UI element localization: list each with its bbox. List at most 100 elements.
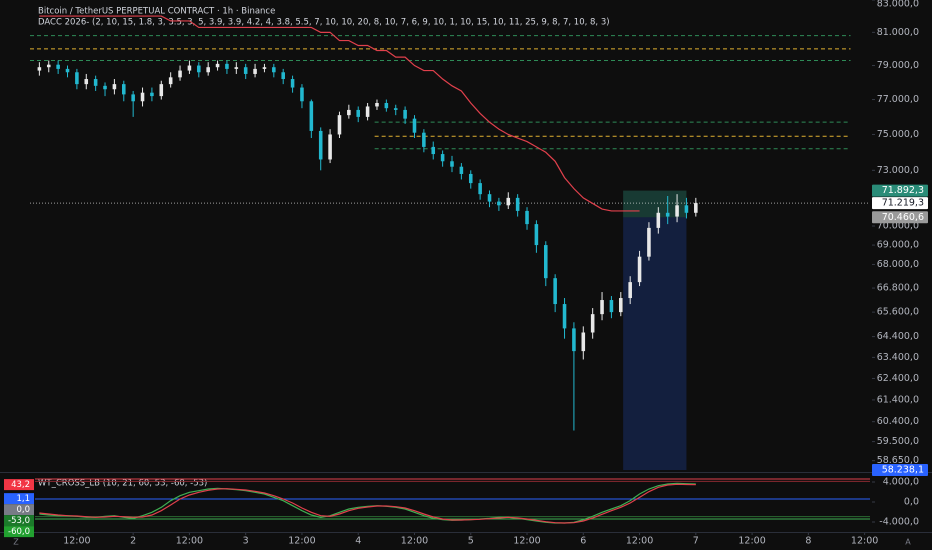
price-tag <box>872 184 928 197</box>
x-tick-label: 12:00 <box>513 536 540 547</box>
candle-body <box>243 67 248 74</box>
x-tick-label: 8 <box>805 536 811 547</box>
x-tick-label: 2 <box>130 536 136 547</box>
candle-body <box>215 63 220 68</box>
candle-body <box>272 67 276 73</box>
candle-body <box>637 256 642 283</box>
candle-body <box>328 134 332 160</box>
indicator-tag-label: 0,0 <box>16 505 30 515</box>
candle-body <box>290 79 295 88</box>
y-tick-label: 68.000,0 <box>877 259 919 270</box>
icon-left[interactable]: Z <box>13 538 19 547</box>
candle-body <box>562 304 567 329</box>
candle-body <box>46 64 51 68</box>
candle-body <box>150 92 154 97</box>
candle-body <box>262 67 267 69</box>
indicator-params: DACC 2026- (2, 10, 15, 1.8, 3, 3.5, 3, 5… <box>38 18 610 28</box>
x-tick-label: 7 <box>693 536 699 547</box>
y-tick-label: 59.500,0 <box>877 436 919 447</box>
oscillator-line <box>39 483 696 524</box>
stop-zone <box>623 217 687 471</box>
candle-body <box>647 227 651 257</box>
candle-body <box>422 132 426 147</box>
x-tick-label: 12:00 <box>63 536 90 547</box>
candle-body <box>393 108 398 110</box>
y-tick-label: 83.000,0 <box>877 0 919 10</box>
y-tick-label: 61.400,0 <box>877 394 919 405</box>
candle-body <box>609 300 614 313</box>
candle-body <box>619 298 623 313</box>
candle-body <box>543 245 548 279</box>
candle-body <box>468 173 473 184</box>
candle-body <box>656 212 661 228</box>
oscillator-line <box>39 482 696 524</box>
y-tick-label: 69.000,0 <box>877 240 919 251</box>
candle-body <box>187 65 192 71</box>
price-tag <box>872 197 928 210</box>
candle-body <box>478 183 482 195</box>
candle-body <box>450 161 454 167</box>
y2-tick-label: 4.000,0 <box>883 477 919 488</box>
candle-body <box>65 68 70 73</box>
price-tag <box>872 211 928 224</box>
price-tag-label: 71.219,3 <box>882 198 924 209</box>
indicator-tag <box>4 526 34 538</box>
indicator-tag <box>4 515 34 527</box>
candle-body <box>197 65 201 73</box>
candle-body <box>684 205 689 213</box>
candle-body <box>534 224 539 246</box>
y-tick-label: 77.000,0 <box>877 94 919 105</box>
candle-body <box>37 67 42 71</box>
candle-body <box>121 84 126 95</box>
candle-body <box>365 106 370 117</box>
indicator-tag-label: -53,0 <box>8 516 30 526</box>
candle-body <box>75 72 79 85</box>
candle-body <box>281 72 285 80</box>
candle-body <box>131 94 135 102</box>
y2-tick-label: -4.000,0 <box>879 517 919 528</box>
candle-body <box>93 79 98 86</box>
y-tick-label: 79.000,0 <box>877 60 919 71</box>
indicator-title: WT_CROSS_LB (10, 21, 60, 53, -60, -53) <box>38 479 207 489</box>
y-tick-label: 62.400,0 <box>877 373 919 384</box>
candle-body <box>431 146 436 155</box>
candle-body <box>375 102 379 107</box>
x-tick-label: 5 <box>468 536 474 547</box>
y-tick-label: 81.000,0 <box>877 27 919 38</box>
candle-body <box>318 130 323 160</box>
x-tick-label: 4 <box>355 536 361 547</box>
candle-body <box>253 68 257 74</box>
x-tick-label: 12:00 <box>401 536 428 547</box>
candle-body <box>525 210 529 225</box>
y-tick-label: 70.000,0 <box>877 220 919 231</box>
candle-body <box>600 300 604 315</box>
candle-body <box>178 70 182 78</box>
icon-right[interactable]: A <box>905 538 911 547</box>
price-tag-label: 70.460,6 <box>882 212 924 223</box>
indicator-tag <box>4 504 34 516</box>
candle-body <box>412 118 417 133</box>
candle-body <box>309 101 314 131</box>
candle-body <box>140 92 145 102</box>
candle-body <box>300 87 304 102</box>
candle-body <box>459 166 464 174</box>
indicator-tag-label: -60,0 <box>8 527 30 537</box>
x-tick-label: 3 <box>243 536 249 547</box>
candle-body <box>506 197 511 206</box>
candle-body <box>665 212 670 217</box>
y-tick-label: 75.000,0 <box>877 129 919 140</box>
price-tag <box>872 464 928 477</box>
candle-body <box>356 109 361 117</box>
x-tick-label: 12:00 <box>176 536 203 547</box>
x-tick-label: 12:00 <box>851 536 878 547</box>
x-tick-label: 12:00 <box>288 536 315 547</box>
indicator-tag-label: 1,1 <box>16 494 30 504</box>
candle-body <box>440 154 445 162</box>
candle-body <box>515 197 520 211</box>
x-tick-label: 12:00 <box>626 536 653 547</box>
candle-body <box>628 282 632 299</box>
y-tick-label: 60.400,0 <box>877 416 919 427</box>
candle-body <box>581 332 586 352</box>
candle-body <box>694 203 698 213</box>
